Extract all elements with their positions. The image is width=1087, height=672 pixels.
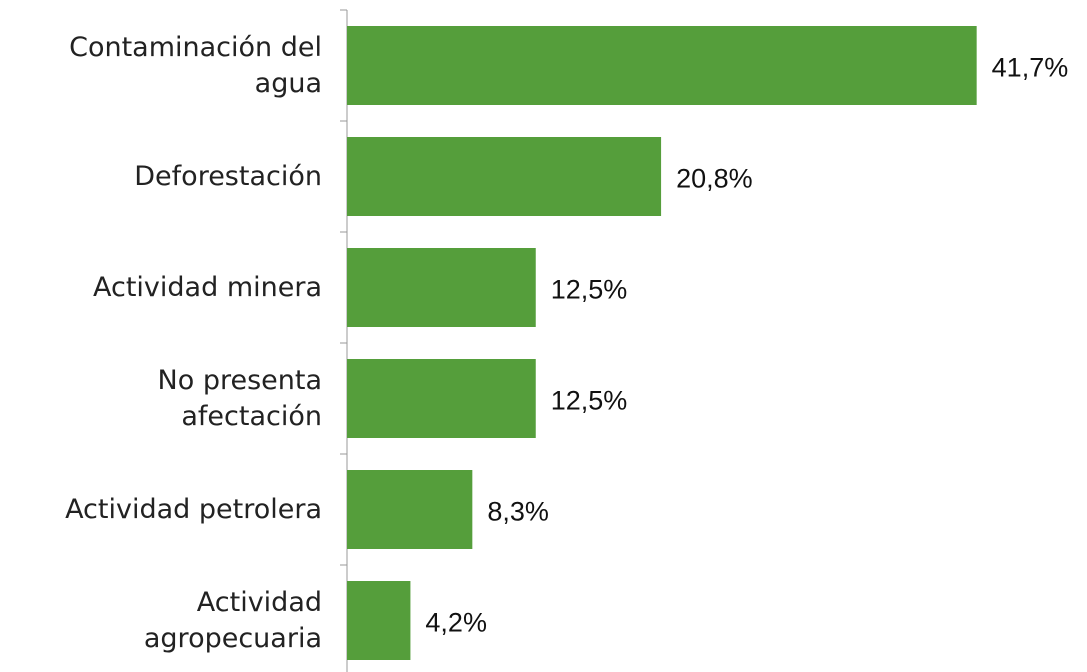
bar (347, 581, 411, 660)
category-label: Deforestación (134, 160, 322, 192)
category-label: No presenta afectación (157, 364, 322, 432)
value-label: 8,3% (487, 496, 549, 526)
value-label: 12,5% (550, 385, 628, 415)
value-label: 12,5% (550, 274, 628, 304)
bar (347, 359, 536, 438)
value-label: 4,2% (425, 607, 487, 637)
value-label: 20,8% (676, 163, 753, 193)
bar (347, 137, 662, 216)
bar (347, 470, 473, 549)
bar (347, 26, 977, 105)
category-label: Contaminación del agua (69, 31, 322, 99)
value-label: 41,7% (991, 52, 1069, 82)
bar (347, 248, 536, 327)
category-label: Actividad minera (93, 271, 322, 303)
category-label: Actividad agropecuaria (143, 586, 322, 654)
category-label: Actividad petrolera (65, 493, 322, 525)
